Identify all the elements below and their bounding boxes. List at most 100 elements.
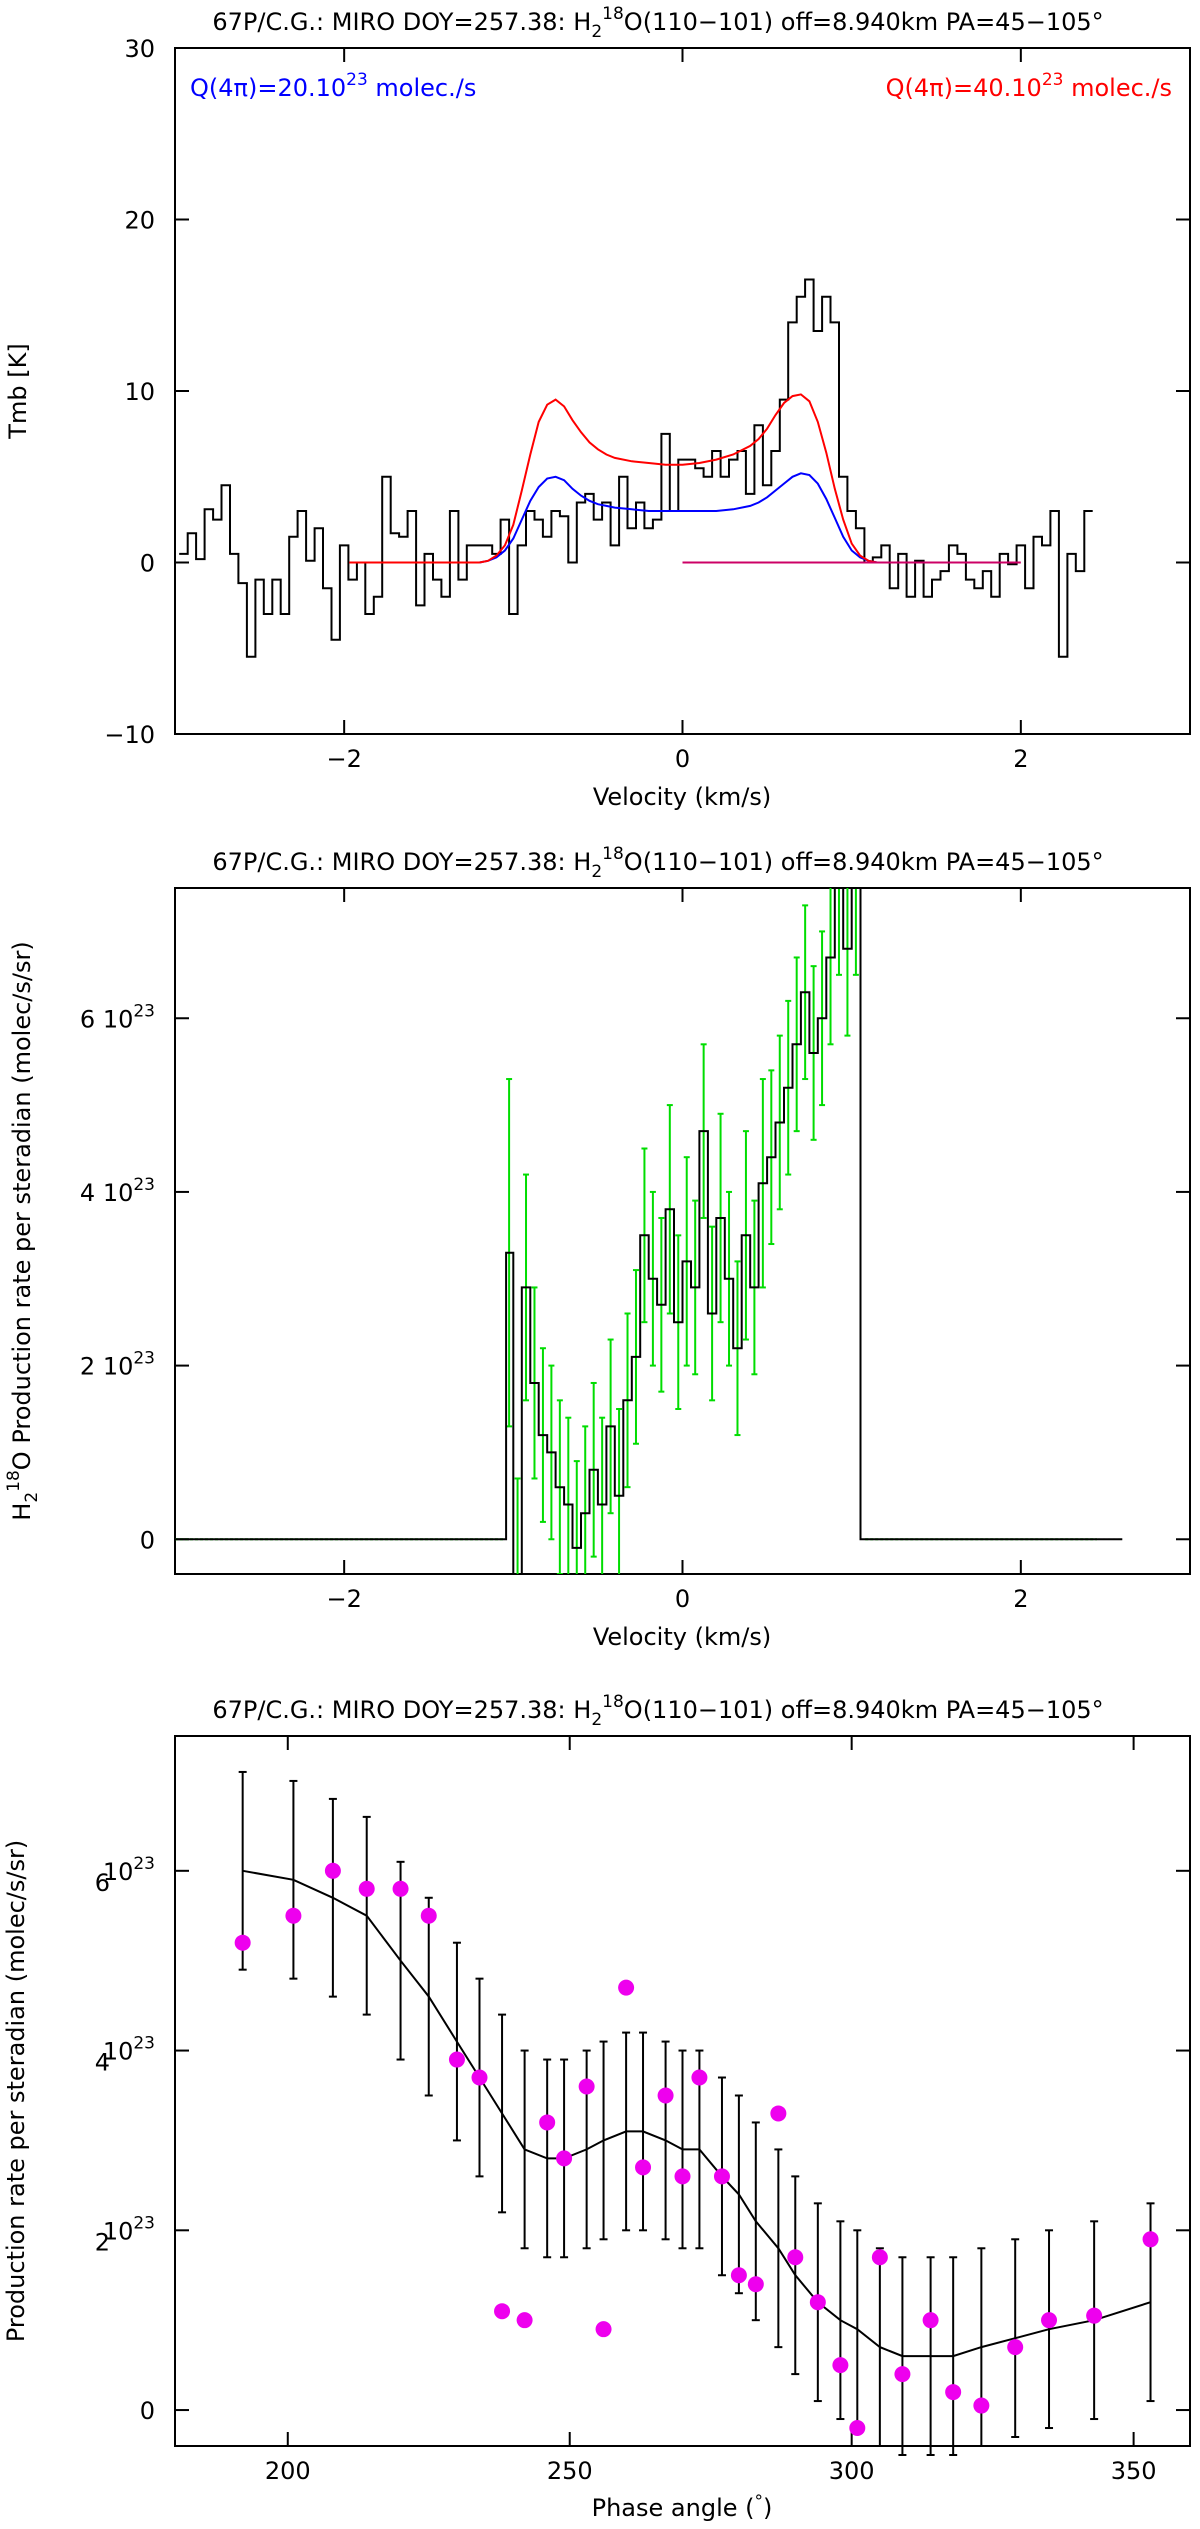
annotation-q-red: Q(4π)=40.1023 molec./s [886, 70, 1172, 102]
svg-text:67P/C.G.: MIRO DOY=257.38: H21: 67P/C.G.: MIRO DOY=257.38: H218O(110−101… [212, 4, 1103, 42]
data-point [787, 2249, 804, 2266]
data-point [809, 2294, 826, 2311]
model-curve-1 [479, 472, 886, 564]
data-point [618, 1979, 635, 1996]
y-tick-label: 2 1023 [80, 1349, 155, 1381]
panel2-series [175, 888, 1123, 1574]
data-point [448, 2051, 465, 2068]
chart-panel-production-phase: 67P/C.G.: MIRO DOY=257.38: H218O(110−101… [2, 1692, 1191, 2522]
plot-frame [174, 47, 1191, 735]
x-tick-label: 2 [1013, 1585, 1028, 1613]
data-point [324, 1862, 341, 1879]
data-point [1041, 2312, 1058, 2329]
panel3-title: 67P/C.G.: MIRO DOY=257.38: H218O(110−101… [212, 1692, 1103, 1730]
data-point [285, 1907, 302, 1924]
chart-panel-spectrum: 67P/C.G.: MIRO DOY=257.38: H218O(110−101… [4, 4, 1191, 811]
y-tick-label: 4 1023 [80, 1175, 155, 1207]
x-tick-label: 300 [829, 2457, 875, 2485]
y-tick-label: 0 [140, 2397, 155, 2425]
data-point [635, 2159, 652, 2176]
y-tick-label: 0 [140, 550, 155, 578]
data-point [730, 2267, 747, 2284]
panel2-clip-group [175, 888, 1123, 1574]
y-tick-ghost-label: 4 [95, 2049, 110, 2077]
title-sub: 2 [591, 862, 602, 882]
y-tick-label: 0 [140, 1526, 155, 1554]
data-point [578, 2078, 595, 2095]
panel1-ticks: −2 0 2 −10 0 10 20 30 [104, 35, 1190, 773]
title-suffix: O(110−101) off=8.940km PA=45−105° [624, 848, 1104, 876]
y-tick-label: 20 [124, 207, 155, 235]
x-tick-label: 250 [547, 2457, 593, 2485]
x-tick-label: 0 [675, 745, 690, 773]
plot-frame [174, 1735, 1191, 2447]
panel1-title: 67P/C.G.: MIRO DOY=257.38: H218O(110−101… [212, 4, 1103, 42]
x-tick-label: 0 [675, 1585, 690, 1613]
title-sup: 18 [602, 4, 624, 24]
title-prefix: 67P/C.G.: MIRO DOY=257.38: H [212, 1696, 591, 1724]
data-point [494, 2303, 511, 2320]
title-prefix: 67P/C.G.: MIRO DOY=257.38: H [212, 8, 591, 36]
title-suffix: O(110−101) off=8.940km PA=45−105° [624, 8, 1104, 36]
y-tick-label: 10 [124, 378, 155, 406]
data-point [849, 2420, 866, 2437]
panel3-ylabel: Production rate per steradian (molec/s/s… [2, 1840, 30, 2342]
spectrum-step-line [179, 278, 1093, 658]
data-point [973, 2397, 990, 2414]
title-prefix: 67P/C.G.: MIRO DOY=257.38: H [212, 848, 591, 876]
y-tick-label: 1023 [103, 2034, 155, 2066]
title-suffix: O(110−101) off=8.940km PA=45−105° [624, 1696, 1104, 1724]
panel3-xlabel: Phase angle (°) [592, 2492, 773, 2522]
x-tick-label: 350 [1111, 2457, 1157, 2485]
production-step-line [175, 888, 1123, 1574]
svg-text:67P/C.G.: MIRO DOY=257.38: H21: 67P/C.G.: MIRO DOY=257.38: H218O(110−101… [212, 1692, 1103, 1730]
plot-frame [174, 887, 1191, 1575]
panel2-ylabel: H218O Production rate per steradian (mol… [4, 941, 42, 1520]
data-point [1142, 2231, 1159, 2248]
data-point [871, 2249, 888, 2266]
y-tick-ghost-label: 6 [95, 1869, 110, 1897]
y-tick-ghost-label: 2 [95, 2228, 110, 2256]
panel1-annotations: Q(4π)=20.1023 molec./s Q(4π)=40.1023 mol… [190, 70, 1172, 102]
data-point [420, 1907, 437, 1924]
title-sub: 2 [591, 22, 602, 42]
data-point [471, 2069, 488, 2086]
data-point [595, 2321, 612, 2338]
data-point [713, 2168, 730, 2185]
fit-line [242, 1869, 1151, 2358]
chart-panel-production-velocity: 67P/C.G.: MIRO DOY=257.38: H218O(110−101… [4, 844, 1191, 1651]
y-tick-label: 6 1023 [80, 1001, 155, 1033]
x-tick-label: −2 [326, 745, 361, 773]
data-point [674, 2168, 691, 2185]
panel2-ticks: −2 0 2 0 2 1023 4 1023 6 1023 [80, 888, 1190, 1613]
data-point [657, 2087, 674, 2104]
panel1-ylabel: Tmb [K] [4, 343, 32, 439]
data-point [1007, 2339, 1024, 2356]
data-point [894, 2366, 911, 2383]
data-point [1086, 2307, 1103, 2324]
x-tick-label: −2 [326, 1585, 361, 1613]
y-tick-label: 1023 [103, 1854, 155, 1886]
x-tick-label: 2 [1013, 745, 1028, 773]
x-tick-label: 200 [265, 2457, 311, 2485]
data-point [922, 2312, 939, 2329]
y-tick-label: −10 [104, 721, 155, 749]
title-sup: 18 [602, 844, 624, 864]
panel2-title: 67P/C.G.: MIRO DOY=257.38: H218O(110−101… [212, 844, 1103, 882]
panel1-xlabel: Velocity (km/s) [593, 783, 771, 811]
model-curve-2 [479, 393, 886, 564]
y-tick-label: 1023 [103, 2213, 155, 2245]
annotation-q-blue: Q(4π)=20.1023 molec./s [190, 70, 476, 102]
data-point [234, 1934, 251, 1951]
y-tick-label: 30 [124, 35, 155, 63]
data-point [516, 2312, 533, 2329]
title-sup: 18 [602, 1692, 624, 1712]
title-sub: 2 [591, 1710, 602, 1730]
data-point [392, 1880, 409, 1897]
panel1-series [179, 278, 1093, 658]
data-point [539, 2114, 556, 2131]
panel3-series [234, 1770, 1159, 2456]
panel2-xlabel: Velocity (km/s) [593, 1623, 771, 1651]
svg-text:67P/C.G.: MIRO DOY=257.38: H21: 67P/C.G.: MIRO DOY=257.38: H218O(110−101… [212, 844, 1103, 882]
